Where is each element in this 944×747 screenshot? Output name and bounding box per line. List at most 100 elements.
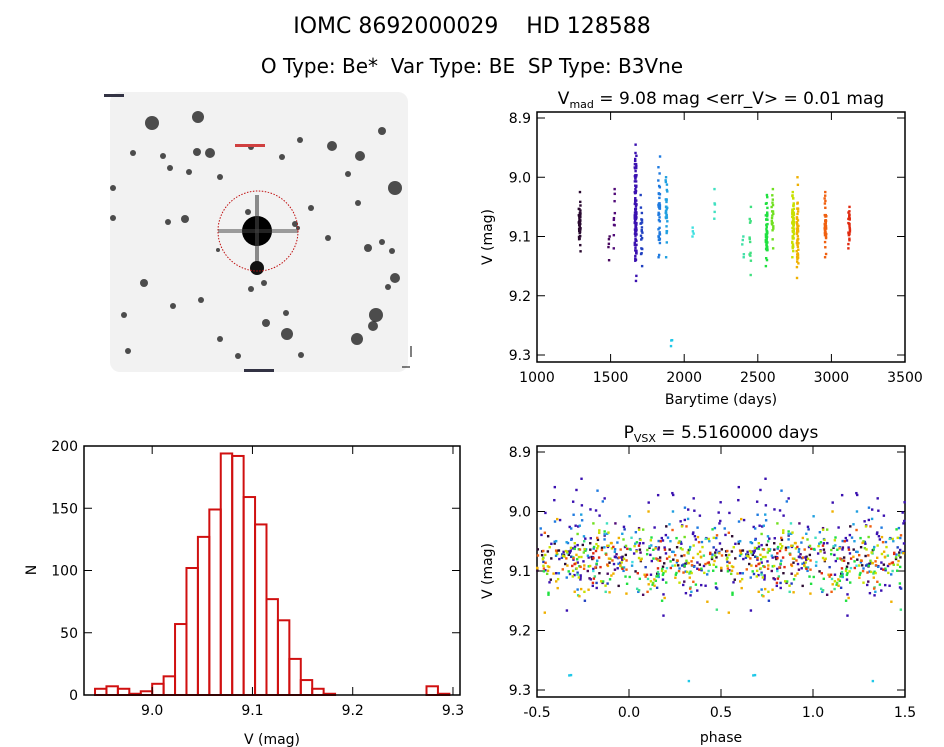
phased-point xyxy=(801,562,804,565)
light-curve-point xyxy=(795,217,799,220)
phased-point xyxy=(556,586,559,590)
histogram-bar xyxy=(311,687,325,697)
phased-point xyxy=(592,545,596,549)
phased-point xyxy=(790,532,793,535)
phased-point xyxy=(704,537,707,541)
phased-point xyxy=(858,564,861,567)
phased-point xyxy=(587,556,590,559)
phased-point xyxy=(671,528,674,532)
phased-point xyxy=(852,555,855,558)
light-curve-point xyxy=(635,223,638,226)
light-curve-point xyxy=(713,202,716,205)
phased-point xyxy=(720,548,724,551)
phased-point xyxy=(795,559,798,562)
phased-point xyxy=(730,550,734,553)
phased-point xyxy=(855,528,858,532)
phased-point xyxy=(661,565,665,568)
light-curve-point xyxy=(848,226,851,230)
light-curve-point xyxy=(848,210,851,213)
phased-point xyxy=(768,537,771,540)
phased-point xyxy=(714,551,717,554)
light-curve-point xyxy=(657,179,660,182)
light-curve-point xyxy=(692,232,695,235)
phased-point xyxy=(596,545,600,548)
phased-point xyxy=(605,553,608,556)
phased-point xyxy=(849,557,853,560)
phased-point xyxy=(699,555,703,559)
light-curve-point xyxy=(579,215,582,219)
phased-point xyxy=(687,561,690,565)
phased-point xyxy=(832,545,835,548)
phased-point xyxy=(899,536,902,540)
phased-point xyxy=(867,564,870,567)
light-curve-point xyxy=(578,230,582,234)
light-curve-point xyxy=(796,245,800,249)
phased-point xyxy=(878,538,882,541)
light-curve-point xyxy=(579,227,582,230)
phased-point xyxy=(656,567,660,570)
phased-point xyxy=(586,569,589,573)
light-curve-point xyxy=(578,225,582,228)
phased-point xyxy=(565,551,569,554)
phased-point xyxy=(757,542,760,545)
phased-point xyxy=(558,557,561,561)
light-curve-point xyxy=(848,232,851,236)
light-curve-point xyxy=(634,234,637,237)
light-curve-point xyxy=(691,226,694,229)
phased-point xyxy=(560,556,564,559)
phased-point xyxy=(720,567,723,570)
light-curve-point xyxy=(741,238,744,242)
light-curve-point xyxy=(795,249,798,253)
histogram-bar xyxy=(162,675,177,697)
phased-point xyxy=(896,536,899,540)
phased-point xyxy=(840,570,844,574)
phased-point xyxy=(855,510,859,513)
phased-point xyxy=(688,587,692,590)
phased-point xyxy=(583,599,587,602)
phased-point xyxy=(729,572,733,576)
phased-point xyxy=(561,568,564,571)
light-curve-point xyxy=(634,217,638,221)
phased-point xyxy=(899,548,902,552)
phased-point xyxy=(601,581,604,585)
phased-point xyxy=(776,552,779,555)
phased-point xyxy=(546,535,550,538)
phased-point xyxy=(570,538,573,542)
light-curve-point xyxy=(766,195,769,199)
phased-point xyxy=(592,569,595,573)
light-curve-point xyxy=(578,228,581,231)
phased-point xyxy=(562,550,565,554)
light-curve-plot: Vmad = 9.08 mag <err_V> = 0.01 mag Baryt… xyxy=(480,89,923,408)
light-curve-point xyxy=(741,243,744,246)
light-curve-point xyxy=(669,344,673,348)
phased-point xyxy=(862,567,865,570)
phased-point xyxy=(772,577,775,580)
phased-point xyxy=(749,609,753,612)
light-curve-point xyxy=(579,219,582,222)
phased-point xyxy=(671,564,674,567)
phased-point xyxy=(859,561,863,564)
phased-point xyxy=(782,531,785,535)
phased-point xyxy=(669,566,673,570)
phased-point xyxy=(888,584,891,587)
light-curve-point xyxy=(634,226,637,230)
phased-point xyxy=(657,573,660,576)
phased-point xyxy=(711,528,714,531)
phased-point xyxy=(634,570,637,573)
light-curve-point xyxy=(633,211,637,214)
light-curve-point xyxy=(792,204,795,207)
phased-point xyxy=(692,544,695,547)
star xyxy=(245,209,251,215)
phased-point xyxy=(780,489,783,492)
phased-point xyxy=(817,544,820,548)
light-curve-point xyxy=(579,250,582,253)
phased-point xyxy=(738,554,742,557)
phased-point xyxy=(708,563,711,566)
phased-point xyxy=(583,564,586,567)
phased-point xyxy=(776,547,779,550)
phased-point xyxy=(665,566,669,570)
phased-point xyxy=(790,572,793,575)
phased-point xyxy=(804,556,807,559)
phased-point xyxy=(681,548,684,551)
light-curve-point xyxy=(796,207,799,210)
